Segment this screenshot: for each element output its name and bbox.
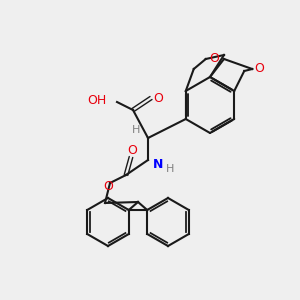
Text: N: N: [153, 158, 164, 172]
Text: O: O: [127, 145, 137, 158]
Text: OH: OH: [88, 94, 107, 106]
Text: H: H: [166, 164, 174, 174]
Text: O: O: [209, 52, 219, 64]
Text: O: O: [153, 92, 163, 104]
Text: H: H: [132, 125, 140, 135]
Text: O: O: [254, 61, 264, 74]
Text: O: O: [103, 181, 113, 194]
